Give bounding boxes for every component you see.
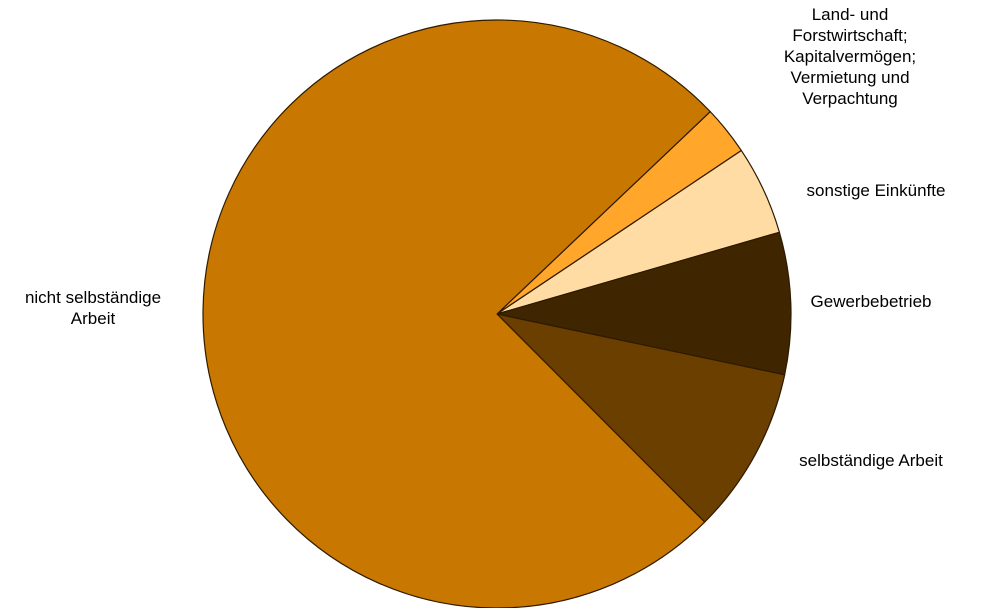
pie-slice-4	[202, 19, 711, 608]
pie-slice-label-2: Gewerbebetrieb	[811, 292, 932, 311]
pie-slice-label-1: sonstige Einkünfte	[807, 181, 946, 200]
pie-slice-2	[496, 231, 792, 376]
pie-slice-label-line: Arbeit	[71, 309, 116, 328]
pie-slice-label-4: nicht selbständige Arbeit	[25, 288, 161, 328]
pie-slice-label-line: nicht selbständige	[25, 288, 161, 307]
pie-slices	[202, 19, 792, 608]
pie-slice-label-line: Forstwirtschaft;	[792, 26, 907, 45]
pie-slice-label-line: Gewerbebetrieb	[811, 292, 932, 311]
pie-slice-3	[496, 313, 786, 523]
pie-labels: Land- und Forstwirtschaft; Kapitalvermögen…	[25, 5, 946, 470]
pie-slice-label-3: selbständige Arbeit	[799, 451, 943, 470]
pie-slice-label-line: sonstige Einkünfte	[807, 181, 946, 200]
pie-slice-label-0: Land- und Forstwirtschaft; Kapitalvermögen…	[784, 5, 916, 108]
pie-slice-label-line: Verpachtung	[802, 89, 897, 108]
pie-slice-label-line: Land- und	[812, 5, 889, 24]
pie-slice-label-line: selbständige Arbeit	[799, 451, 943, 470]
pie-slice-label-line: Kapitalvermögen;	[784, 47, 916, 66]
pie-slice-label-line: Vermietung und	[790, 68, 909, 87]
